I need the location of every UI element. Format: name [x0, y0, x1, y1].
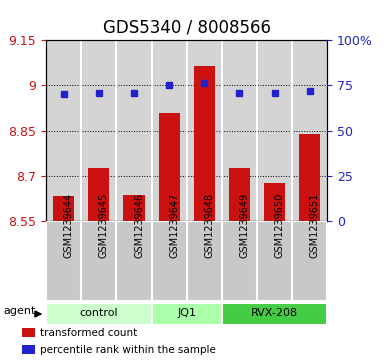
Bar — [152, 303, 222, 325]
Bar — [53, 196, 74, 221]
Bar — [229, 168, 250, 221]
Text: transformed count: transformed count — [40, 327, 137, 338]
Bar — [46, 40, 81, 221]
Bar — [222, 40, 257, 221]
Bar — [194, 66, 215, 221]
Bar — [152, 221, 187, 301]
Bar — [152, 40, 187, 221]
Text: GSM1239651: GSM1239651 — [310, 193, 320, 258]
Bar — [292, 221, 327, 301]
Bar — [46, 303, 152, 325]
Text: GSM1239648: GSM1239648 — [204, 193, 214, 258]
Bar — [46, 221, 81, 301]
Bar — [299, 134, 320, 221]
Text: GSM1239649: GSM1239649 — [239, 193, 249, 258]
Bar — [222, 221, 257, 301]
Bar — [257, 40, 292, 221]
Bar — [187, 40, 222, 221]
Bar — [264, 183, 285, 221]
Bar — [124, 195, 145, 221]
Bar — [81, 40, 116, 221]
Text: RVX-208: RVX-208 — [251, 309, 298, 318]
Text: GSM1239644: GSM1239644 — [64, 193, 74, 258]
Bar — [292, 40, 327, 221]
Bar — [257, 221, 292, 301]
Text: GSM1239647: GSM1239647 — [169, 193, 179, 258]
Bar — [116, 221, 152, 301]
Bar — [81, 221, 116, 301]
Text: percentile rank within the sample: percentile rank within the sample — [40, 344, 216, 355]
Text: control: control — [80, 309, 118, 318]
Bar — [159, 113, 180, 221]
Bar — [187, 221, 222, 301]
Text: GSM1239645: GSM1239645 — [99, 193, 109, 258]
Text: agent: agent — [4, 306, 36, 317]
Bar — [222, 303, 327, 325]
Bar — [89, 168, 109, 221]
Bar — [22, 345, 35, 354]
Text: JQ1: JQ1 — [177, 309, 196, 318]
Text: GSM1239646: GSM1239646 — [134, 193, 144, 258]
Title: GDS5340 / 8008566: GDS5340 / 8008566 — [103, 19, 271, 37]
Text: GSM1239650: GSM1239650 — [275, 193, 285, 258]
Bar — [116, 40, 152, 221]
Bar — [22, 328, 35, 337]
